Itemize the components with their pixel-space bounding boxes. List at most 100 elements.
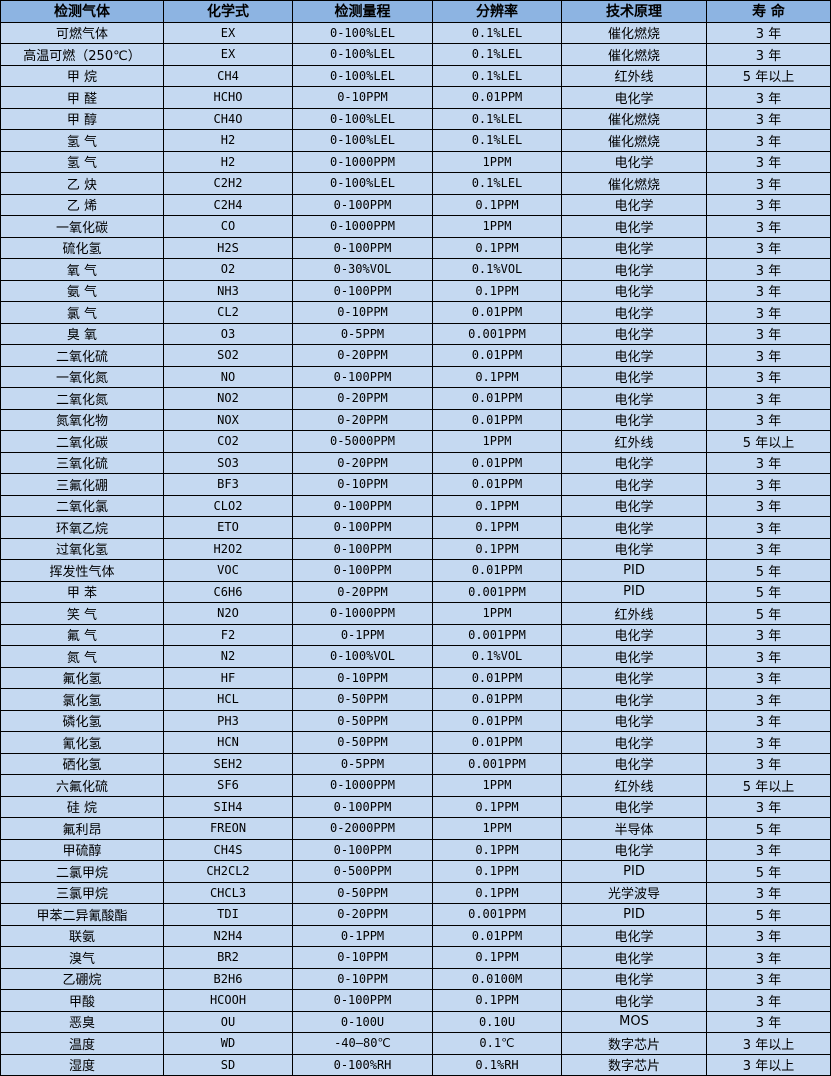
cell-resolution: 0.01PPM xyxy=(432,473,562,496)
header-formula: 化学式 xyxy=(163,0,293,23)
cell-range: 0-30%VOL xyxy=(292,258,433,281)
cell-gas: 一氧化碳 xyxy=(0,215,164,238)
table-row: 可燃气体 EX 0-100%LEL 0.1%LEL 催化燃烧 3 年 xyxy=(0,21,831,44)
cell-principle: 电化学 xyxy=(561,709,707,732)
cell-resolution: 0.01PPM xyxy=(432,924,562,947)
cell-range: 0-20PPM xyxy=(292,580,433,603)
cell-range: 0-20PPM xyxy=(292,903,433,926)
cell-principle: PID xyxy=(561,903,707,926)
cell-range: 0-100PPM xyxy=(292,365,433,388)
cell-lifespan: 5 年 xyxy=(706,860,831,883)
cell-resolution: 0.1%LEL xyxy=(432,107,562,130)
cell-range: 0-10PPM xyxy=(292,666,433,689)
cell-gas: 甲苯二异氰酸酯 xyxy=(0,903,164,926)
cell-gas: 联氨 xyxy=(0,924,164,947)
cell-resolution: 0.01PPM xyxy=(432,408,562,431)
cell-gas: 六氟化硫 xyxy=(0,774,164,797)
table-row: 二氯甲烷 CH2CL2 0-500PPM 0.1PPM PID 5 年 xyxy=(0,860,831,883)
cell-principle: 催化燃烧 xyxy=(561,172,707,195)
cell-gas: 氰化氢 xyxy=(0,731,164,754)
cell-principle: 电化学 xyxy=(561,752,707,775)
cell-principle: 红外线 xyxy=(561,430,707,453)
cell-resolution: 0.01PPM xyxy=(432,301,562,324)
cell-principle: 电化学 xyxy=(561,623,707,646)
table-row: 三氟化硼 BF3 0-10PPM 0.01PPM 电化学 3 年 xyxy=(0,473,831,496)
table-row: 甲硫醇 CH4S 0-100PPM 0.1PPM 电化学 3 年 xyxy=(0,838,831,861)
cell-resolution: 0.1PPM xyxy=(432,516,562,539)
cell-gas: 挥发性气体 xyxy=(0,559,164,582)
cell-principle: 电化学 xyxy=(561,408,707,431)
cell-resolution: 0.1PPM xyxy=(432,193,562,216)
table-row: 氢 气 H2 0-1000PPM 1PPM 电化学 3 年 xyxy=(0,150,831,173)
table-row: 溴气 BR2 0-10PPM 0.1PPM 电化学 3 年 xyxy=(0,946,831,969)
cell-formula: CH4S xyxy=(163,838,293,861)
cell-principle: 电化学 xyxy=(561,967,707,990)
cell-formula: BF3 xyxy=(163,473,293,496)
table-row: 乙 烯 C2H4 0-100PPM 0.1PPM 电化学 3 年 xyxy=(0,193,831,216)
cell-formula: H2 xyxy=(163,129,293,152)
cell-range: 0-20PPM xyxy=(292,408,433,431)
cell-formula: CL2 xyxy=(163,301,293,324)
cell-gas: 氮 气 xyxy=(0,645,164,668)
header-gas: 检测气体 xyxy=(0,0,164,23)
table-row: 二氧化氮 NO2 0-20PPM 0.01PPM 电化学 3 年 xyxy=(0,387,831,410)
cell-gas: 湿度 xyxy=(0,1053,164,1076)
cell-formula: PH3 xyxy=(163,709,293,732)
cell-lifespan: 3 年 xyxy=(706,516,831,539)
cell-gas: 氟 气 xyxy=(0,623,164,646)
cell-lifespan: 3 年 xyxy=(706,989,831,1012)
cell-gas: 高温可燃（250℃） xyxy=(0,43,164,66)
cell-lifespan: 3 年 xyxy=(706,258,831,281)
cell-principle: 电化学 xyxy=(561,193,707,216)
cell-lifespan: 3 年 xyxy=(706,301,831,324)
cell-principle: PID xyxy=(561,559,707,582)
cell-resolution: 0.1PPM xyxy=(432,838,562,861)
cell-formula: NO2 xyxy=(163,387,293,410)
cell-lifespan: 3 年 xyxy=(706,129,831,152)
table-row: 温度 WD -40—80℃ 0.1℃ 数字芯片 3 年以上 xyxy=(0,1032,831,1055)
cell-range: 0-100PPM xyxy=(292,516,433,539)
table-row: 氯化氢 HCL 0-50PPM 0.01PPM 电化学 3 年 xyxy=(0,688,831,711)
cell-gas: 二氧化碳 xyxy=(0,430,164,453)
cell-lifespan: 5 年 xyxy=(706,580,831,603)
cell-gas: 环氧乙烷 xyxy=(0,516,164,539)
cell-principle: PID xyxy=(561,860,707,883)
cell-gas: 氢 气 xyxy=(0,129,164,152)
cell-lifespan: 5 年以上 xyxy=(706,430,831,453)
cell-lifespan: 5 年以上 xyxy=(706,64,831,87)
cell-formula: CHCL3 xyxy=(163,881,293,904)
cell-principle: 红外线 xyxy=(561,602,707,625)
cell-gas: 过氧化氢 xyxy=(0,537,164,560)
cell-range: 0-100%LEL xyxy=(292,107,433,130)
cell-range: 0-10PPM xyxy=(292,946,433,969)
cell-principle: 电化学 xyxy=(561,537,707,560)
cell-resolution: 0.01PPM xyxy=(432,731,562,754)
cell-lifespan: 3 年 xyxy=(706,924,831,947)
cell-formula: O2 xyxy=(163,258,293,281)
cell-lifespan: 3 年 xyxy=(706,473,831,496)
cell-formula: FREON xyxy=(163,817,293,840)
cell-lifespan: 3 年 xyxy=(706,322,831,345)
cell-gas: 氯化氢 xyxy=(0,688,164,711)
table-row: 六氟化硫 SF6 0-1000PPM 1PPM 红外线 5 年以上 xyxy=(0,774,831,797)
cell-range: 0-1000PPM xyxy=(292,215,433,238)
cell-formula: HCHO xyxy=(163,86,293,109)
cell-range: 0-500PPM xyxy=(292,860,433,883)
cell-principle: 电化学 xyxy=(561,473,707,496)
table-row: 氨 气 NH3 0-100PPM 0.1PPM 电化学 3 年 xyxy=(0,279,831,302)
cell-principle: 催化燃烧 xyxy=(561,107,707,130)
cell-principle: 红外线 xyxy=(561,64,707,87)
table-row: 笑 气 N2O 0-1000PPM 1PPM 红外线 5 年 xyxy=(0,602,831,625)
cell-lifespan: 3 年 xyxy=(706,172,831,195)
cell-range: 0-1000PPM xyxy=(292,602,433,625)
cell-principle: 半导体 xyxy=(561,817,707,840)
cell-range: 0-100%LEL xyxy=(292,129,433,152)
table-row: 磷化氢 PH3 0-50PPM 0.01PPM 电化学 3 年 xyxy=(0,709,831,732)
cell-lifespan: 3 年 xyxy=(706,408,831,431)
cell-resolution: 0.1PPM xyxy=(432,881,562,904)
cell-principle: PID xyxy=(561,580,707,603)
cell-gas: 甲 烷 xyxy=(0,64,164,87)
cell-gas: 三氧化硫 xyxy=(0,451,164,474)
table-body: 可燃气体 EX 0-100%LEL 0.1%LEL 催化燃烧 3 年高温可燃（250℃） E… xyxy=(0,21,831,1076)
cell-range: 0-50PPM xyxy=(292,709,433,732)
